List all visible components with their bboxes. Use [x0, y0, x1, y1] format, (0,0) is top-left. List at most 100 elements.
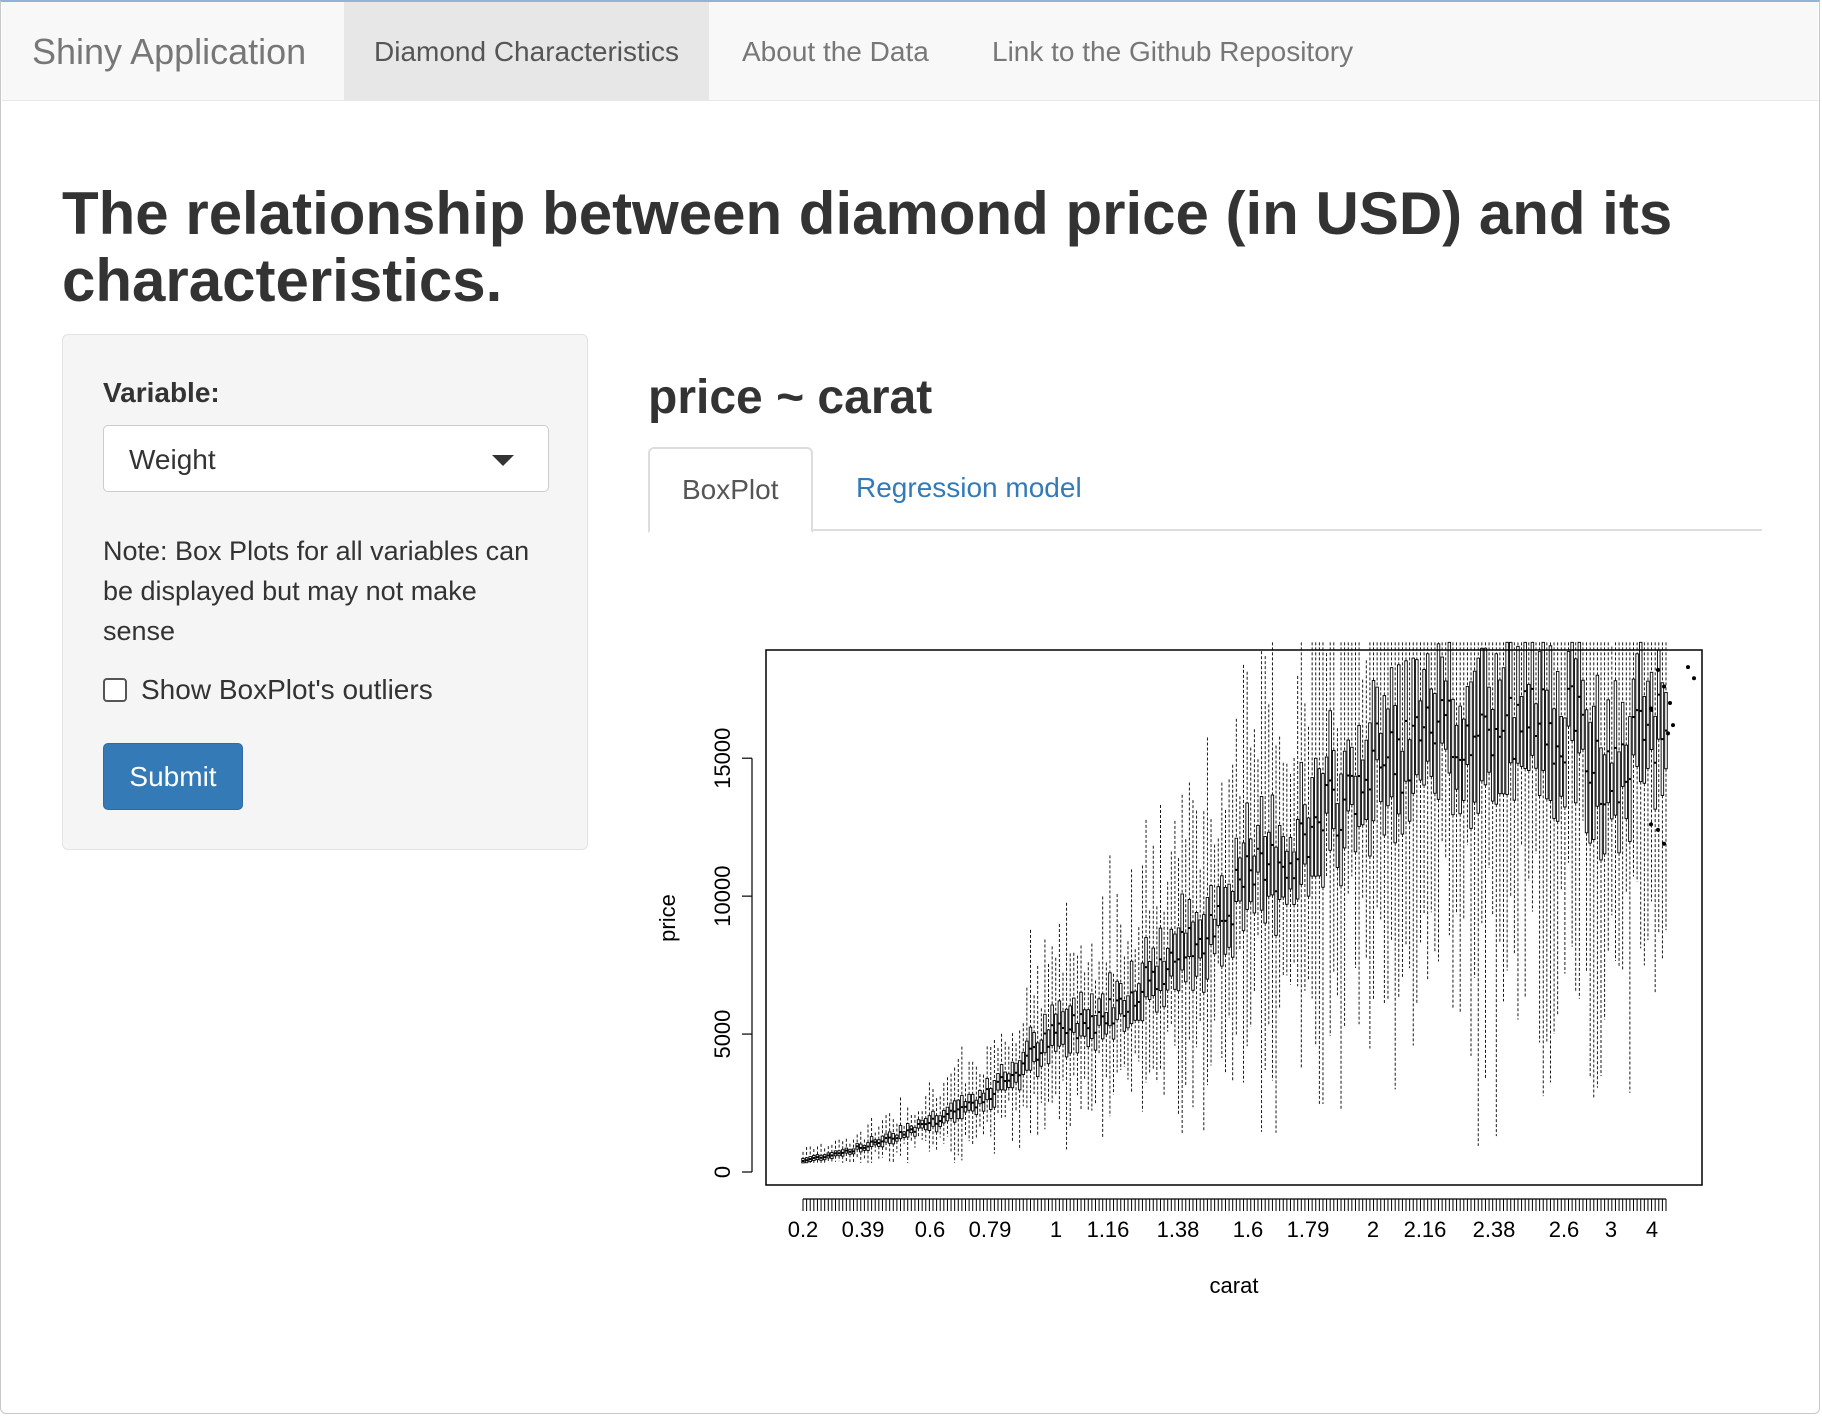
boxplot-box [1241, 664, 1246, 1083]
x-axis-label: carat [1210, 1273, 1259, 1298]
outliers-checkbox-label[interactable]: Show BoxPlot's outliers [141, 674, 433, 705]
boxplot-box [1462, 642, 1466, 920]
boxplot-box [906, 1107, 910, 1163]
boxplot-box [1339, 642, 1343, 1111]
boxplot-box [1581, 642, 1585, 821]
boxplot-box [1292, 758, 1296, 964]
boxplot-box [1324, 653, 1329, 877]
boxplot-boxes [801, 641, 1696, 1164]
boxplot-box [859, 1131, 863, 1163]
boxplot-box [877, 1126, 881, 1159]
boxplot-box [1165, 881, 1170, 1032]
boxplot-box [1415, 642, 1419, 1005]
boxplot-box [1328, 642, 1332, 1037]
boxplot-box [1552, 642, 1556, 1034]
boxplot-box [989, 1047, 993, 1137]
boxplot-box [1007, 1046, 1011, 1103]
boxplot-box [1108, 855, 1112, 1117]
boxplot-box [1209, 819, 1213, 1066]
boxplot-box [1133, 949, 1137, 1055]
boxplot-box [1429, 642, 1434, 913]
boxplot-box [1595, 642, 1600, 1088]
boxplot-box [974, 1066, 979, 1138]
boxplot-box [942, 1082, 946, 1144]
x-tick-label: 1.38 [1157, 1217, 1200, 1242]
boxplot-box [1050, 946, 1054, 1103]
boxplot-box [1534, 642, 1538, 854]
boxplot-box [1267, 704, 1271, 1025]
tab-boxplot[interactable]: BoxPlot [648, 447, 813, 533]
boxplot-box [812, 1149, 816, 1163]
boxplot-box [1346, 642, 1350, 894]
boxplot-box [1371, 642, 1376, 999]
boxplot-box [913, 1114, 917, 1148]
boxplot-box [1129, 869, 1134, 1094]
boxplot-box [924, 1096, 928, 1142]
boxplot-box [999, 1033, 1004, 1118]
boxplot-box [1072, 952, 1076, 1078]
boxplot-box [963, 1083, 968, 1136]
boxplot-box [1025, 987, 1029, 1108]
x-tick-label: 0.2 [788, 1217, 819, 1242]
boxplot-box [1010, 1033, 1015, 1143]
boxplot-box [1137, 927, 1141, 1062]
boxplot-box [1032, 995, 1036, 1094]
boxplot-box [1465, 642, 1470, 846]
boxplot-box [1631, 642, 1636, 877]
boxplot-box [1093, 980, 1098, 1105]
boxplot-box [960, 1046, 964, 1161]
variable-select[interactable]: Weight [103, 425, 549, 492]
boxplot-box [1411, 642, 1415, 1046]
submit-button[interactable]: Submit [103, 743, 243, 810]
boxplot-box [1194, 810, 1199, 1048]
boxplot-box [1490, 642, 1495, 916]
boxplot-box [992, 1040, 997, 1154]
nav-tab-diamond-characteristics[interactable]: Diamond Characteristics [344, 2, 709, 101]
navbar-brand[interactable]: Shiny Application [32, 31, 307, 72]
boxplot-box [1003, 1041, 1007, 1118]
boxplot-box [1162, 911, 1166, 1096]
nav-tab-github-link[interactable]: Link to the Github Repository [992, 36, 1354, 67]
boxplot-box [1653, 642, 1657, 995]
boxplot-box [1086, 962, 1090, 1110]
tab-regression-model[interactable]: Regression model [856, 472, 1082, 503]
boxplot-box [1606, 642, 1610, 953]
boxplot-box [1176, 858, 1181, 1114]
boxplot-box [1198, 869, 1202, 1021]
boxplot-box [851, 1139, 856, 1163]
boxplot-box [873, 1132, 877, 1152]
boxplot-box [1270, 642, 1275, 1081]
outlier-point [1662, 684, 1666, 689]
boxplot-box [848, 1143, 852, 1163]
boxplot-box [1158, 805, 1163, 1069]
boxplot-box [1155, 906, 1159, 1083]
boxplot-box [1263, 656, 1267, 1070]
y-tick-label: 0 [710, 1166, 735, 1178]
boxplot-box [1574, 642, 1578, 993]
boxplot-box [1097, 961, 1101, 1055]
boxplot-box [895, 1123, 899, 1153]
outlier-point [1668, 701, 1672, 706]
boxplot-box [1223, 809, 1228, 1073]
boxplot-box [1277, 736, 1282, 1009]
outliers-checkbox[interactable] [103, 678, 127, 702]
x-tick-label: 1.16 [1087, 1217, 1130, 1242]
boxplot-box [884, 1115, 888, 1152]
boxplot-box [837, 1139, 841, 1162]
boxplot-box [855, 1134, 859, 1158]
boxplot-box [1646, 642, 1650, 941]
nav-tab-about-the-data[interactable]: About the Data [742, 36, 929, 67]
boxplot-box [862, 1139, 867, 1160]
boxplot-box [1353, 642, 1358, 969]
boxplot-box [1332, 642, 1336, 972]
boxplot-box [1530, 641, 1535, 912]
boxplot-box [1140, 865, 1145, 1112]
boxplot-box [1393, 642, 1397, 1090]
boxplot-box [1537, 642, 1542, 1043]
boxplot-box [1512, 642, 1517, 954]
boxplot-box [815, 1146, 820, 1163]
boxplot-box [1418, 642, 1423, 943]
boxplot-box [808, 1146, 812, 1163]
boxplot-box [804, 1147, 809, 1164]
x-tick-label: 0.6 [915, 1217, 946, 1242]
